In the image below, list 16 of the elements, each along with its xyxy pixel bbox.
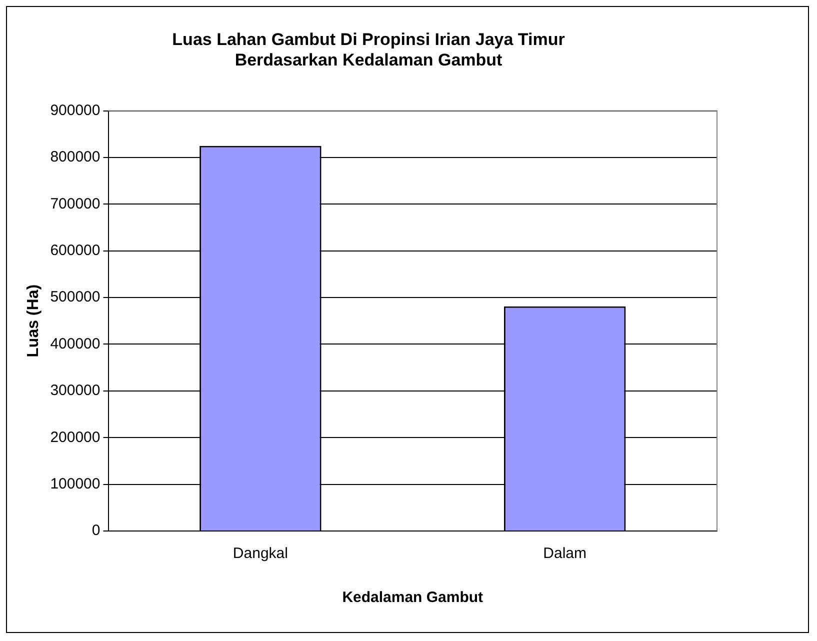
y-tick-label: 200000 <box>50 428 100 446</box>
x-axis-title: Kedalaman Gambut <box>342 589 484 606</box>
y-axis-title: Luas (Ha) <box>25 284 42 358</box>
y-tick-label: 0 <box>92 522 100 540</box>
text: Luas Lahan Gambut Di Propinsi Irian Jaya Timur <box>172 30 565 49</box>
y-tick-label: 700000 <box>50 195 100 212</box>
y-tick-label: 500000 <box>50 288 100 306</box>
y-tick-label: 400000 <box>50 335 100 352</box>
x-tick-label: Dalam <box>543 545 586 562</box>
y-tick-label: 300000 <box>50 382 100 400</box>
y-tick-label: 800000 <box>50 148 100 166</box>
y-tick-label: 600000 <box>50 242 100 260</box>
y-tick-label: 100000 <box>50 475 100 492</box>
text: Berdasarkan Kedalaman Gambut <box>234 50 502 70</box>
x-tick-label: Dangkal <box>232 545 288 562</box>
y-tick-label: 900000 <box>50 102 100 119</box>
